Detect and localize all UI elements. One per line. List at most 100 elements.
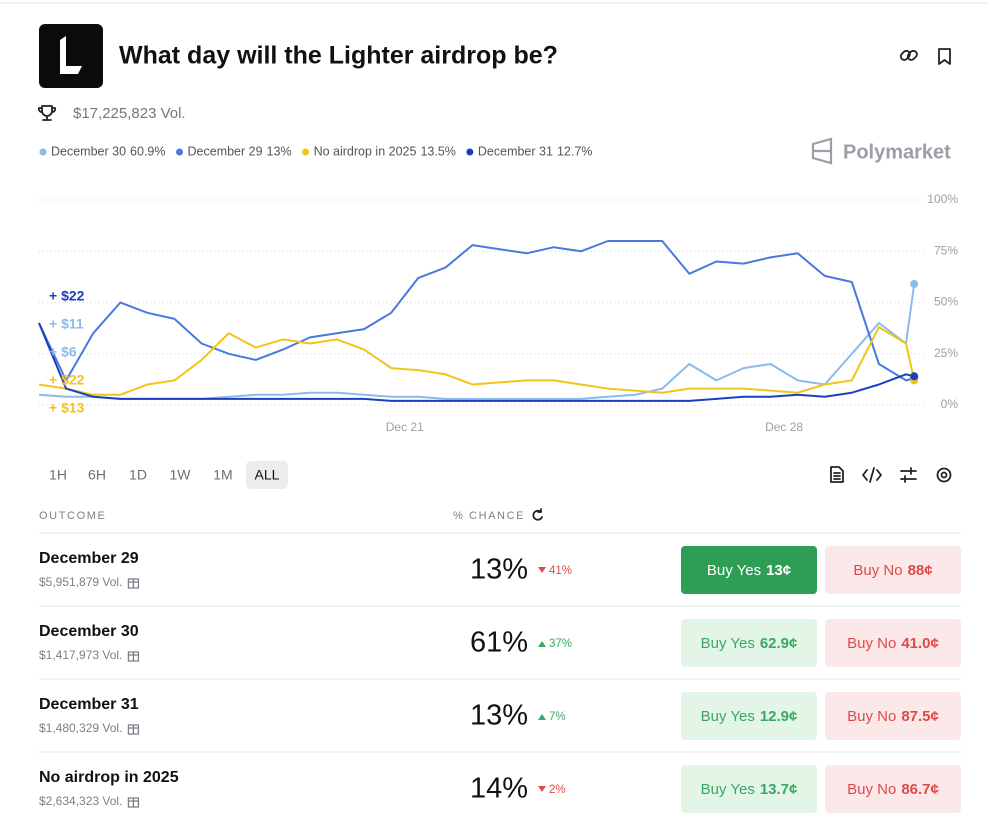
legend-value: 12.7% bbox=[557, 144, 592, 158]
gift-icon bbox=[127, 724, 140, 735]
outcome-rows: December 29 $5,951,879 Vol. 13% 41% Buy Yes 1… bbox=[39, 532, 961, 813]
buy-yes-price[interactable]: 13¢ bbox=[766, 562, 791, 579]
buy-no-label[interactable]: Buy No bbox=[847, 708, 896, 725]
buy-yes-bg[interactable] bbox=[681, 546, 817, 594]
y-tick-label: 0% bbox=[941, 397, 959, 411]
y-tick-label: 100% bbox=[927, 192, 958, 206]
outcome-volume: $1,480,329 Vol. bbox=[39, 721, 122, 735]
y-tick-label: 25% bbox=[934, 346, 958, 360]
total-volume: $17,225,823 Vol. bbox=[73, 105, 186, 122]
buy-no-label[interactable]: Buy No bbox=[847, 635, 896, 652]
gift-icon bbox=[127, 578, 140, 589]
buy-yes-price[interactable]: 13.7¢ bbox=[760, 781, 798, 798]
series-line bbox=[38, 322, 915, 402]
buy-no-bg[interactable] bbox=[825, 765, 961, 813]
legend-dot bbox=[39, 148, 47, 156]
header-chance: % CHANCE bbox=[453, 510, 525, 522]
brand-name: Polymarket bbox=[843, 141, 951, 163]
gift-icon bbox=[127, 651, 140, 662]
position-label: + $6 bbox=[49, 344, 77, 360]
chance: 61% bbox=[470, 627, 528, 659]
legend-name: December 29 bbox=[188, 144, 263, 158]
range-button[interactable]: 1W bbox=[170, 467, 192, 483]
trend-arrow bbox=[538, 714, 546, 720]
buy-yes-bg[interactable] bbox=[681, 692, 817, 740]
buy-no-price[interactable]: 41.0¢ bbox=[901, 635, 939, 652]
series-line bbox=[38, 240, 915, 382]
series-end-dot bbox=[910, 372, 919, 381]
buy-yes-label[interactable]: Buy Yes bbox=[701, 781, 755, 798]
plot: 0% 25% 50% 75% 100% Dec 21 Dec 28 + $22 + $11 + $… bbox=[38, 192, 959, 434]
change: 41% bbox=[549, 565, 572, 577]
position-label: + $11 bbox=[49, 316, 84, 332]
legend-dot bbox=[302, 148, 310, 156]
legend-name: December 31 bbox=[478, 144, 553, 158]
outcome-volume: $5,951,879 Vol. bbox=[39, 575, 122, 589]
range-buttons: 1H 6H 1D 1W 1M ALL bbox=[49, 467, 280, 483]
chance: 14% bbox=[470, 773, 528, 805]
outcome-volume: $2,634,323 Vol. bbox=[39, 794, 122, 808]
y-tick-label: 75% bbox=[934, 243, 958, 257]
x-tick-label: Dec 28 bbox=[765, 420, 803, 434]
range-button[interactable]: 1M bbox=[213, 467, 232, 483]
outcome-name: December 30 bbox=[39, 623, 139, 640]
series-end-dot bbox=[910, 280, 919, 289]
outcome-name: December 31 bbox=[39, 696, 139, 713]
legend-dot bbox=[466, 148, 474, 156]
refresh-icon[interactable] bbox=[532, 508, 543, 521]
legend-dot bbox=[176, 148, 183, 156]
buy-yes-bg[interactable] bbox=[681, 765, 817, 813]
market-title: What day will the Lighter airdrop be? bbox=[119, 42, 558, 70]
change: 2% bbox=[549, 784, 566, 796]
legend: December 30 60.9% December 29 13% No airdrop… bbox=[39, 144, 592, 158]
buy-yes-label[interactable]: Buy Yes bbox=[707, 562, 761, 579]
position-label: + $13 bbox=[49, 400, 85, 416]
range-button[interactable]: ALL bbox=[255, 467, 280, 483]
gift-icon bbox=[127, 797, 140, 808]
legend-value: 60.9% bbox=[130, 144, 165, 158]
position-label: + $22 bbox=[49, 372, 85, 388]
buy-yes-bg[interactable] bbox=[681, 619, 817, 667]
link-icon[interactable] bbox=[899, 49, 918, 61]
trophy-icon bbox=[37, 105, 57, 121]
buy-no-bg[interactable] bbox=[825, 619, 961, 667]
doc-icon[interactable] bbox=[830, 466, 844, 483]
buy-yes-price[interactable]: 12.9¢ bbox=[760, 708, 798, 725]
change: 7% bbox=[549, 711, 566, 723]
trend-arrow bbox=[538, 786, 546, 792]
series-line bbox=[38, 326, 916, 396]
header-outcome: OUTCOME bbox=[39, 510, 106, 522]
trend-arrow bbox=[538, 567, 546, 573]
buy-no-label[interactable]: Buy No bbox=[847, 781, 896, 798]
buy-no-bg[interactable] bbox=[825, 692, 961, 740]
brand-logo: Polymarket bbox=[811, 137, 951, 165]
buy-no-bg[interactable] bbox=[825, 546, 961, 594]
buy-yes-label[interactable]: Buy Yes bbox=[701, 708, 755, 725]
bookmark-icon[interactable] bbox=[938, 48, 951, 65]
buy-yes-label[interactable]: Buy Yes bbox=[701, 635, 755, 652]
market-logo bbox=[39, 24, 103, 88]
range-button[interactable]: 6H bbox=[88, 467, 106, 483]
chance: 13% bbox=[470, 700, 528, 732]
embed-icon[interactable] bbox=[862, 467, 882, 483]
outcome-name: No airdrop in 2025 bbox=[39, 769, 179, 786]
range-button[interactable]: 1H bbox=[49, 467, 67, 483]
buy-no-price[interactable]: 86.7¢ bbox=[901, 781, 939, 798]
range-button[interactable]: 1D bbox=[129, 467, 147, 483]
buy-no-price[interactable]: 88¢ bbox=[908, 562, 933, 579]
change: 37% bbox=[549, 638, 572, 650]
x-tick-label: Dec 21 bbox=[386, 420, 424, 434]
buy-yes-price[interactable]: 62.9¢ bbox=[760, 635, 798, 652]
filter-icon[interactable] bbox=[900, 467, 917, 483]
outcome-volume: $1,417,973 Vol. bbox=[39, 648, 122, 662]
settings-icon[interactable] bbox=[936, 467, 952, 483]
range-selected-bg bbox=[246, 461, 288, 489]
legend-value: 13% bbox=[267, 144, 292, 158]
buy-no-label[interactable]: Buy No bbox=[853, 562, 902, 579]
legend-name: December 30 bbox=[51, 144, 126, 158]
y-tick-label: 50% bbox=[934, 295, 958, 309]
legend-value: 13.5% bbox=[420, 144, 455, 158]
chance: 13% bbox=[470, 554, 528, 586]
buy-no-price[interactable]: 87.5¢ bbox=[901, 708, 939, 725]
